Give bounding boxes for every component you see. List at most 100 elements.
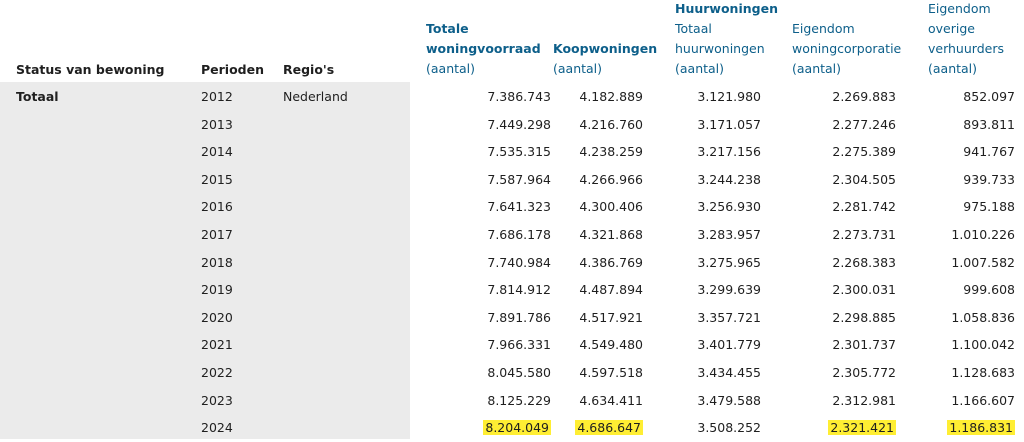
cell-perioden: 2024 [201,420,233,435]
cell-value: 2.305.772 [832,365,896,380]
cell-value: 2.300.031 [832,282,896,297]
header-overig-line1: Eigendom [928,1,991,16]
cell-value: 4.216.760 [579,117,643,132]
cell-value: 2.298.885 [832,310,896,325]
cell-overig: 1.100.042 [951,331,1015,359]
header-huurwoningen[interactable]: Huurwoningen Totaal huurwoningen (aantal… [675,0,785,79]
header-totale-unit: (aantal) [426,61,476,76]
cell-totaal: 7.641.323 [487,193,551,221]
cell-perioden: 2022 [201,365,233,380]
cell-value: 4.634.411 [579,393,643,408]
cell-value: 8.045.580 [487,365,551,380]
cell-value: 3.401.779 [697,337,761,352]
cell-corp: 2.305.772 [832,359,896,387]
cell-totaal: 7.535.315 [487,138,551,166]
cell-overig: 1.166.607 [951,387,1015,415]
cell-totaal: 7.587.964 [487,166,551,194]
cell-perioden: 2016 [201,199,233,214]
header-huur-line1: Totaal [675,21,712,36]
header-perioden[interactable]: Perioden [201,62,265,77]
cell-koop: 4.182.889 [579,83,643,111]
cell-value: 1.058.836 [951,310,1015,325]
cell-huur: 3.217.156 [697,138,761,166]
cell-value: 1.010.226 [951,227,1015,242]
header-huur-group: Huurwoningen [675,1,778,16]
cell-value: 3.121.980 [697,89,761,104]
cell-koop: 4.549.480 [579,331,643,359]
cell-value: 7.686.178 [487,227,551,242]
cell-value: 3.357.721 [697,310,761,325]
cell-value: 7.740.984 [487,255,551,270]
cell-huur: 3.357.721 [697,304,761,332]
cell-value: 4.238.259 [579,144,643,159]
cell-value: 2.275.389 [832,144,896,159]
cell-koop: 4.386.769 [579,249,643,277]
cell-value: 852.097 [963,89,1015,104]
cell-value: 1.166.607 [951,393,1015,408]
cell-perioden: 2013 [201,117,233,132]
cell-perioden: 2019 [201,282,233,297]
header-regios[interactable]: Regio's [283,62,335,77]
cell-corp: 2.281.742 [832,193,896,221]
cell-value: 4.487.894 [579,282,643,297]
cell-koop: 4.517.921 [579,304,643,332]
header-corp-line1: Eigendom [792,21,855,36]
header-status-van-bewoning[interactable]: Status van bewoning [16,62,165,77]
cell-value: 3.171.057 [697,117,761,132]
cell-huur: 3.256.930 [697,193,761,221]
cell-corp: 2.268.383 [832,249,896,277]
cell-overig: 1.007.582 [951,249,1015,277]
cell-koop: 4.487.894 [579,276,643,304]
cell-huur: 3.434.455 [697,359,761,387]
cell-value: 7.891.786 [487,310,551,325]
cell-totaal: 7.814.912 [487,276,551,304]
cell-corp: 2.304.505 [832,166,896,194]
header-koop-unit: (aantal) [553,61,603,76]
cell-value: 1.186.831 [947,420,1015,435]
cell-totaal: 7.891.786 [487,304,551,332]
cell-value: 999.608 [963,282,1015,297]
cell-value: 975.188 [963,199,1015,214]
cell-corp: 2.300.031 [832,276,896,304]
cell-koop: 4.238.259 [579,138,643,166]
cell-value: 1.007.582 [951,255,1015,270]
cell-overig: 941.767 [963,138,1015,166]
header-overig-line2: overige [928,21,975,36]
cell-huur: 3.479.588 [697,387,761,415]
cell-huur: 3.171.057 [697,111,761,139]
cell-value: 7.814.912 [487,282,551,297]
cell-totaal: 7.966.331 [487,331,551,359]
cell-value: 7.535.315 [487,144,551,159]
cell-perioden: 2017 [201,227,233,242]
cell-perioden: 2023 [201,393,233,408]
header-totale-woningvoorraad[interactable]: Totale woningvoorraad (aantal) [426,19,561,79]
cell-overig: 1.010.226 [951,221,1015,249]
header-eigendom-overige-verhuurders[interactable]: Eigendom overige verhuurders (aantal) [928,0,1024,79]
row-label-totaal: Totaal [16,89,59,104]
cell-totaal: 7.449.298 [487,111,551,139]
cell-value: 4.266.966 [579,172,643,187]
cell-koop: 4.634.411 [579,387,643,415]
header-eigendom-woningcorporatie[interactable]: Eigendom woningcorporatie (aantal) [792,19,922,79]
cell-perioden: 2021 [201,337,233,352]
header-corp-unit: (aantal) [792,61,842,76]
cell-value: 3.479.588 [697,393,761,408]
cell-koop: 4.597.518 [579,359,643,387]
cell-perioden: 2018 [201,255,233,270]
cell-perioden: 2012 [201,89,233,104]
row-label-nederland: Nederland [283,89,348,104]
cell-overig: 999.608 [963,276,1015,304]
cell-value: 7.966.331 [487,337,551,352]
cell-huur: 3.299.639 [697,276,761,304]
cell-koop: 4.321.868 [579,221,643,249]
cell-value: 2.321.421 [828,420,896,435]
header-koopwoningen[interactable]: Koopwoningen (aantal) [553,39,668,79]
header-overig-unit: (aantal) [928,61,978,76]
cell-huur: 3.283.957 [697,221,761,249]
cell-totaal: 7.740.984 [487,249,551,277]
cell-koop: 4.300.406 [579,193,643,221]
cell-corp: 2.277.246 [832,111,896,139]
cell-corp: 2.269.883 [832,83,896,111]
cell-value: 3.508.252 [697,420,761,435]
